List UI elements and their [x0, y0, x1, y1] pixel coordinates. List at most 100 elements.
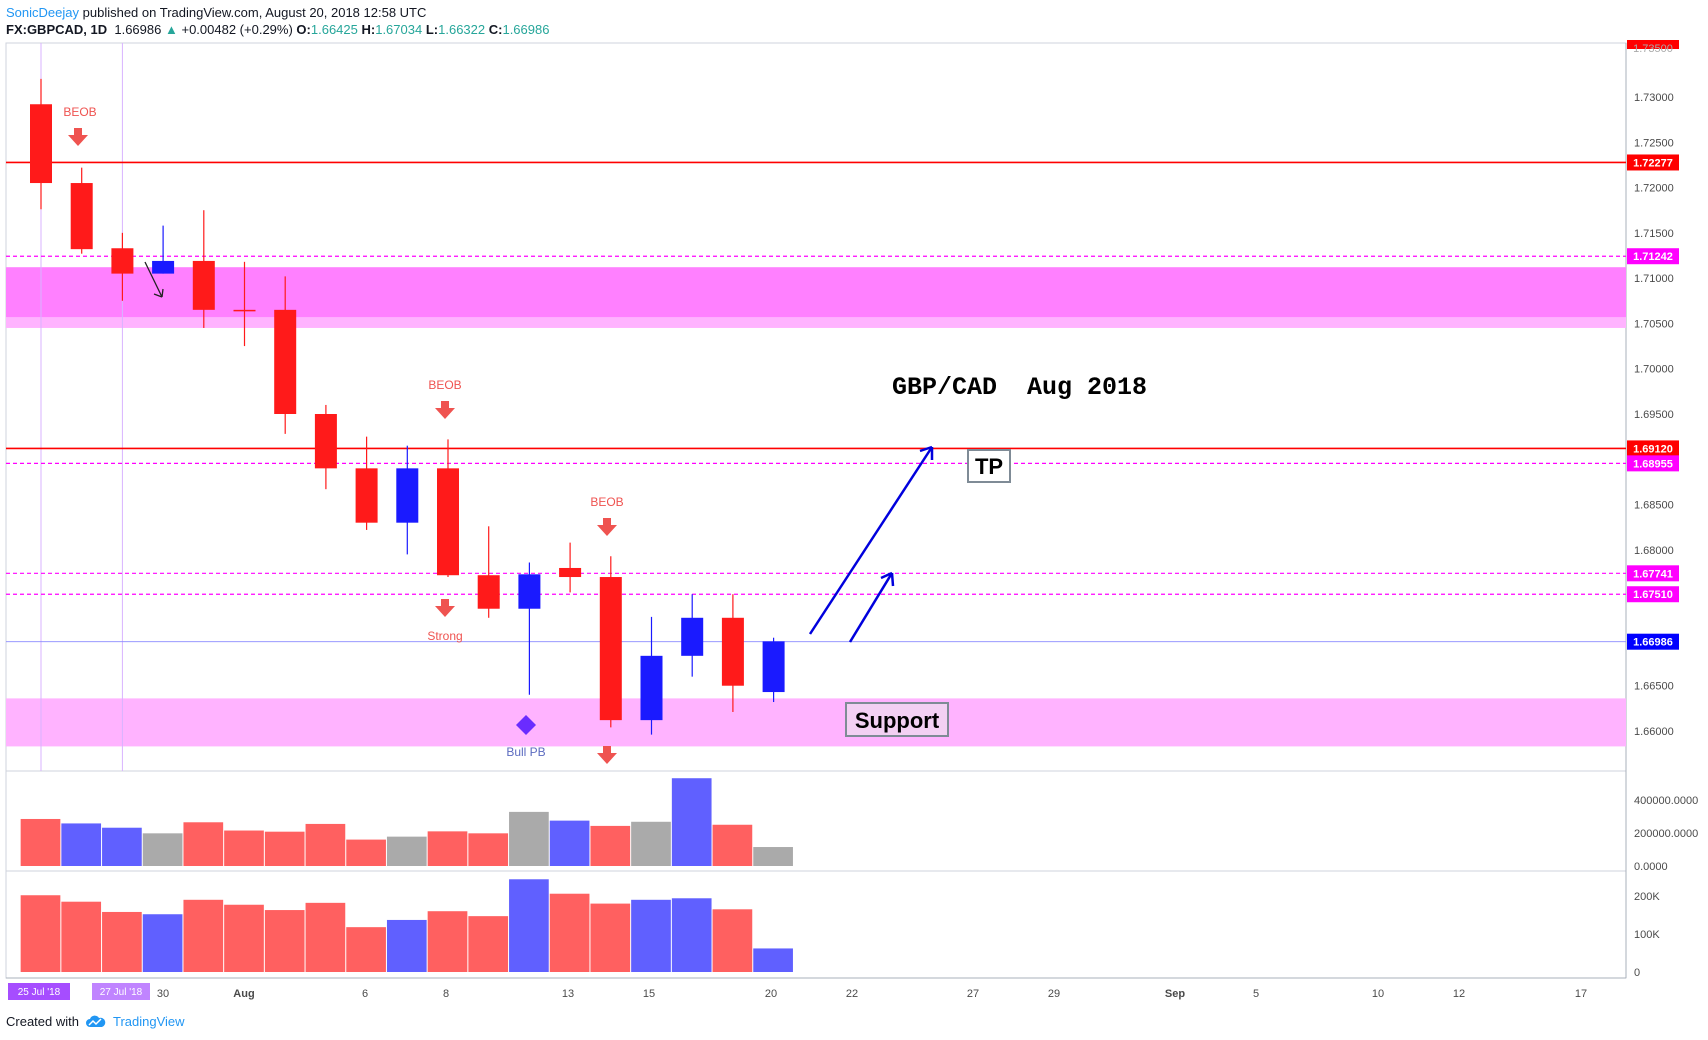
author-link[interactable]: SonicDeejay [6, 5, 79, 20]
oscillator-bar[interactable] [631, 899, 671, 972]
price-tick-label: 1.72000 [1634, 183, 1674, 195]
candle-body[interactable] [437, 468, 459, 576]
volume-tick-label: 0.0000 [1634, 861, 1668, 873]
oscillator-bar[interactable] [590, 903, 631, 972]
price-tick-label: 1.70000 [1634, 364, 1674, 376]
time-tick-label: 12 [1453, 988, 1465, 1000]
candle-body[interactable] [559, 567, 582, 578]
candle-body[interactable] [70, 183, 93, 250]
volume-bar[interactable] [264, 831, 305, 866]
candle-body[interactable] [111, 248, 134, 274]
price-label-badge [1627, 586, 1679, 603]
price-label-badge [1627, 565, 1679, 582]
candle-body[interactable] [518, 574, 541, 609]
candle-body[interactable] [314, 414, 337, 469]
pointer-arrow-head-icon [153, 288, 164, 298]
volume-bar[interactable] [631, 821, 671, 866]
volume-bar[interactable] [102, 827, 142, 866]
price-label-badge [1627, 440, 1679, 457]
down-arrow-icon [435, 401, 455, 419]
time-tick-label: Sep [1165, 988, 1185, 1000]
oscillator-bar[interactable] [549, 893, 590, 972]
last-price: 1.66986 [114, 22, 162, 37]
chart-title-annotation[interactable]: GBP/CAD Aug 2018 [892, 373, 1147, 402]
oscillator-bar[interactable] [183, 899, 224, 972]
close-label: C: [488, 22, 503, 37]
candle-body[interactable] [355, 468, 378, 523]
support-zone[interactable] [6, 698, 1626, 747]
volume-bar[interactable] [346, 839, 386, 866]
beob-label-3: BEOB [590, 495, 623, 509]
candle-body[interactable] [477, 575, 500, 609]
oscillator-bar[interactable] [224, 904, 264, 972]
volume-bar[interactable] [712, 824, 753, 866]
support-box[interactable] [845, 702, 949, 737]
time-tick-label: 20 [765, 988, 777, 1000]
oscillator-bar[interactable] [20, 895, 61, 972]
footer: Created with TradingView [6, 1013, 185, 1031]
volume-bar[interactable] [224, 830, 264, 866]
symbol-name[interactable]: FX:GBPCAD, 1D [6, 22, 108, 37]
volume-bar[interactable] [590, 825, 631, 866]
volume-bar[interactable] [549, 820, 590, 866]
volume-bar[interactable] [61, 823, 102, 866]
oscillator-bar[interactable] [509, 879, 549, 972]
candle-body[interactable] [762, 641, 785, 693]
oscillator-bar[interactable] [712, 909, 753, 972]
tradingview-link[interactable]: TradingView [112, 1014, 185, 1029]
published-info: published on TradingView.com, August 20,… [82, 5, 427, 20]
oscillator-bar[interactable] [671, 898, 712, 972]
candle-body[interactable] [721, 617, 744, 686]
price-label-text: 1.72277 [1633, 157, 1673, 169]
price-pane[interactable] [5, 42, 1627, 772]
volume-bar[interactable] [509, 811, 549, 866]
tp-box[interactable] [967, 449, 1011, 483]
oscillator-bar[interactable] [264, 910, 305, 972]
price-label-badge [1627, 154, 1679, 171]
projection-arrow-line[interactable] [808, 446, 934, 635]
candle-body[interactable] [233, 309, 256, 312]
support-label: Support [855, 708, 940, 733]
time-tick-label: 27 [967, 988, 979, 1000]
chart-header: SonicDeejay published on TradingView.com… [6, 4, 426, 22]
candle-body[interactable] [192, 260, 215, 310]
volume-bar[interactable] [671, 778, 712, 866]
oscillator-bar[interactable] [61, 901, 102, 972]
candle-body[interactable] [30, 104, 52, 184]
candle-body[interactable] [599, 577, 622, 721]
volume-bar[interactable] [142, 833, 183, 866]
down-arrow-icon [435, 599, 455, 617]
candle-body[interactable] [681, 617, 704, 656]
oscillator-bar[interactable] [427, 911, 468, 972]
candle-body[interactable] [274, 309, 297, 414]
candle-body[interactable] [152, 260, 175, 274]
volume-bar[interactable] [305, 823, 346, 866]
oscillator-bar[interactable] [468, 916, 509, 972]
oscillator-bar[interactable] [346, 927, 386, 972]
oscillator-bar[interactable] [753, 948, 793, 972]
oscillator-tick-label: 200K [1634, 891, 1660, 903]
candle-body[interactable] [640, 655, 663, 721]
time-tick-label: 13 [562, 988, 574, 1000]
date-badge-text: 25 Jul '18 [18, 987, 61, 998]
price-label-badge [1627, 40, 1679, 49]
price-tick-label: 1.66500 [1634, 681, 1674, 693]
beob-label-1: BEOB [63, 105, 96, 119]
projection-arrow-line[interactable] [848, 572, 894, 643]
volume-bar[interactable] [468, 833, 509, 866]
oscillator-bar[interactable] [142, 914, 183, 972]
volume-bar[interactable] [427, 831, 468, 866]
candles-layer [30, 78, 785, 735]
volume-bar[interactable] [183, 822, 224, 866]
candle-body[interactable] [396, 468, 419, 523]
oscillator-bar[interactable] [102, 911, 142, 972]
time-axis[interactable]: 30 Aug 6 8 13 15 20 22 27 29 Sep 5 10 12 17 25 Jul '18 2… [8, 983, 1587, 1000]
volume-bar[interactable] [753, 847, 793, 866]
volume-bar[interactable] [20, 818, 61, 866]
volume-bar[interactable] [386, 836, 427, 866]
price-tick-label: 1.70500 [1634, 318, 1674, 330]
time-tick-label: 29 [1048, 988, 1060, 1000]
oscillator-bar[interactable] [305, 902, 346, 972]
oscillator-bar[interactable] [386, 919, 427, 972]
